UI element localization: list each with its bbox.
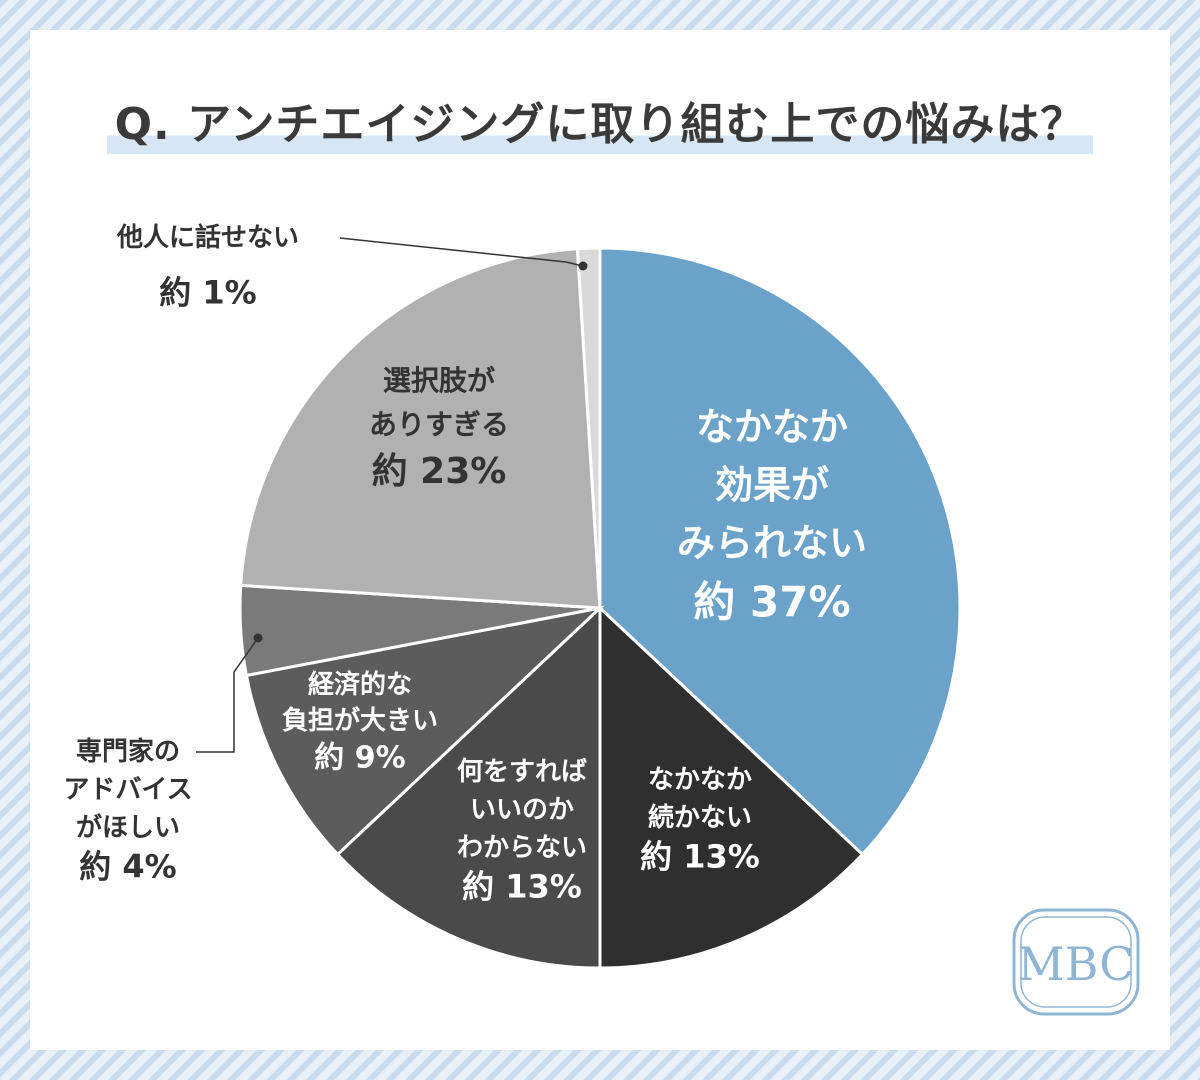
slice-label-line: アドバイス xyxy=(63,775,192,805)
slice-label-line: 専門家の xyxy=(76,736,180,767)
slice-label-line: なかなか xyxy=(696,405,848,449)
slice-label-line: いいのか xyxy=(470,795,574,825)
logo-frame-outer xyxy=(1012,908,1140,1016)
slice-value-label: 約 9% xyxy=(314,740,405,775)
logo-text: MBC xyxy=(1018,937,1135,991)
title-wrap: Q. アンチエイジングに取り組む上での悩みは？ xyxy=(0,88,1200,154)
slice-value-label: 約 13% xyxy=(640,838,760,876)
pie-slice xyxy=(335,604,602,970)
leader-dot xyxy=(253,633,263,643)
leader-dot xyxy=(578,261,588,271)
pie-slice xyxy=(244,605,605,857)
mbc-logo: MBC xyxy=(1012,908,1140,1016)
slice-label-line: 選択肢が xyxy=(383,364,495,397)
slice-label-line: 何をすれば xyxy=(457,757,587,787)
slice-label-line: ありすぎる xyxy=(369,408,509,441)
slice-label-line: わからない xyxy=(457,833,587,863)
pie-slice xyxy=(239,247,602,610)
logo-frame-inner xyxy=(1020,916,1132,1008)
slice-label-line: 経済的な xyxy=(308,669,412,700)
pie-slice xyxy=(575,246,602,609)
slice-label-line: 負担が大きい xyxy=(282,705,438,736)
slice-label-line: 他人に話せない xyxy=(116,222,299,253)
slice-label-line: なかなか xyxy=(648,765,752,795)
leader-line xyxy=(339,237,584,267)
pie-slice xyxy=(598,604,865,970)
slice-value-label: 約 23% xyxy=(372,451,507,492)
slice-value-label: 約 13% xyxy=(462,868,582,906)
slice-label-line: 続かない xyxy=(648,802,752,833)
slice-label-line: がほしい xyxy=(76,812,180,843)
slice-value-label: 約 4% xyxy=(79,848,176,886)
chart-title: Q. アンチエイジングに取り組む上での悩みは？ xyxy=(106,88,1094,154)
pie-slice xyxy=(598,246,962,857)
leader-line xyxy=(196,637,259,753)
slice-value-label: 約 1% xyxy=(159,274,256,312)
slice-value-label: 約 37% xyxy=(693,577,850,626)
slice-label-line: 効果が xyxy=(715,463,829,507)
slice-label-line: みられない xyxy=(677,521,867,565)
